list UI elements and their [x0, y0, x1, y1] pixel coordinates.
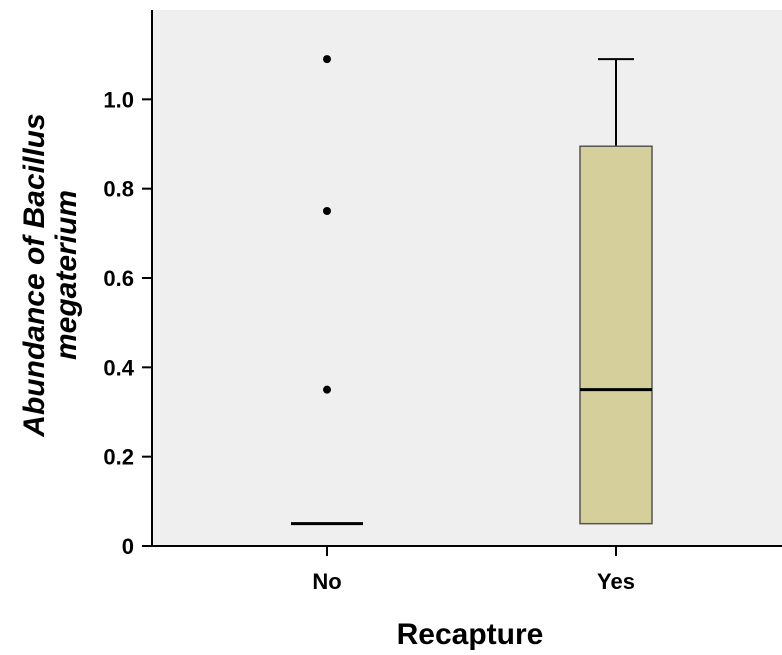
x-axis-title: Recapture — [397, 618, 544, 651]
y-tick-label: 0 — [122, 534, 134, 559]
y-axis-title-line: megaterium — [50, 190, 83, 360]
plot-area — [152, 10, 782, 546]
y-tick-label: 0.2 — [103, 445, 134, 470]
y-ticks: 0 0.2 0.4 0.6 0.8 1.0 — [103, 87, 152, 559]
y-axis-title: Abundance of Bacillus megaterium — [18, 113, 83, 437]
x-tick-label: No — [312, 569, 341, 594]
y-tick-label: 0.4 — [103, 355, 134, 380]
box-iqr — [579, 145, 653, 525]
x-ticks: No Yes — [312, 546, 635, 594]
y-tick-label: 1.0 — [103, 87, 134, 112]
y-tick-label: 0.6 — [103, 266, 134, 291]
outlier-point — [323, 207, 331, 215]
outlier-point — [323, 385, 331, 394]
y-tick-label: 0.8 — [103, 177, 134, 202]
y-axis-title-line: Abundance of Bacillus — [18, 113, 51, 437]
outlier-point — [323, 55, 331, 64]
box-group-no — [291, 55, 363, 526]
box-group-yes — [579, 58, 653, 525]
box-layer — [291, 55, 653, 526]
x-tick-label: Yes — [597, 569, 635, 594]
